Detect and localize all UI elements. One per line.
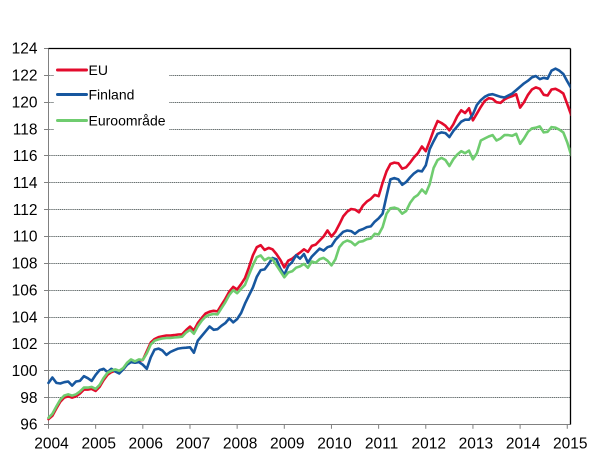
svg-text:Finland: Finland (89, 87, 135, 103)
svg-text:108: 108 (12, 256, 38, 273)
svg-text:2008: 2008 (223, 436, 257, 453)
svg-text:2009: 2009 (270, 436, 304, 453)
svg-text:112: 112 (13, 202, 38, 219)
svg-text:122: 122 (12, 68, 38, 85)
svg-text:2011: 2011 (365, 436, 398, 453)
svg-text:110: 110 (13, 229, 38, 246)
svg-text:116: 116 (13, 148, 38, 165)
svg-text:96: 96 (20, 417, 37, 434)
svg-text:2010: 2010 (317, 436, 352, 453)
svg-text:Euroområde: Euroområde (89, 113, 166, 129)
svg-text:2005: 2005 (81, 436, 115, 453)
svg-text:120: 120 (12, 94, 38, 111)
svg-text:2013: 2013 (459, 436, 493, 453)
svg-text:124: 124 (12, 41, 38, 58)
svg-text:2012: 2012 (412, 436, 446, 453)
svg-text:118: 118 (13, 121, 38, 138)
svg-text:100: 100 (12, 363, 38, 380)
svg-text:2006: 2006 (129, 436, 163, 453)
svg-text:2015: 2015 (553, 436, 587, 453)
svg-text:102: 102 (12, 336, 38, 353)
svg-text:106: 106 (12, 282, 38, 299)
svg-text:114: 114 (13, 175, 38, 192)
svg-text:98: 98 (20, 390, 37, 407)
svg-text:2007: 2007 (176, 436, 210, 453)
svg-text:EU: EU (89, 62, 108, 78)
svg-text:2014: 2014 (506, 436, 541, 453)
svg-text:2004: 2004 (34, 436, 69, 453)
svg-text:104: 104 (12, 309, 38, 326)
